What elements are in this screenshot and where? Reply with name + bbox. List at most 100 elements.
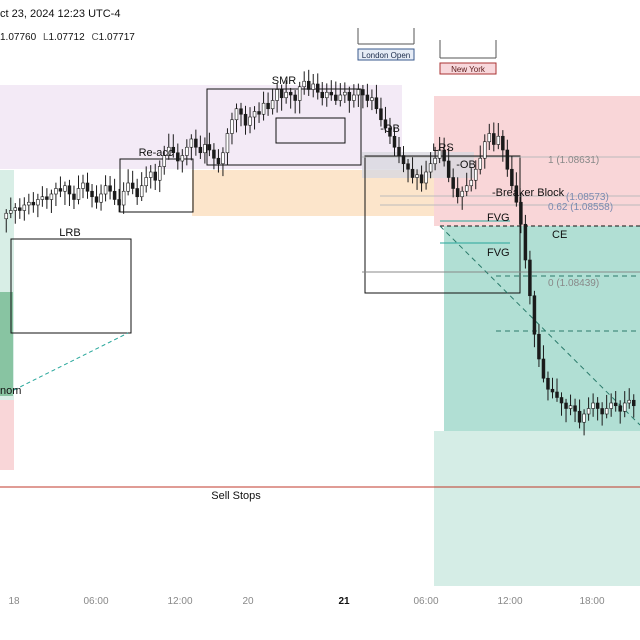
candle-body [153,171,157,181]
smr-label: SMR [272,75,297,87]
candle-body [157,166,162,181]
candle-body [514,185,519,203]
candle-body [230,119,234,134]
candle-body [586,408,591,415]
lrb-label: LRB [59,227,80,239]
candle-body [54,188,58,195]
candle-body [45,196,49,200]
sell-stops-label: Sell Stops [211,490,261,502]
low-value: 1.07712 [48,32,85,43]
candle-body [483,141,487,159]
candle-body [564,402,568,409]
x-tick-label: 06:00 [413,596,438,607]
candle-body [13,207,18,211]
lrb-box [10,238,132,334]
candle-body [428,163,433,173]
candle-body [171,146,176,154]
candle-body [85,182,90,192]
candle-body [302,80,306,88]
candle-body [406,163,410,170]
x-tick-label: 06:00 [83,596,108,607]
x-tick-label: 12:00 [497,596,522,607]
ob-mid-label: -OB [456,159,476,171]
candle-body [94,196,99,203]
candle-body [31,201,36,206]
candle-body [108,185,112,192]
candle-body [185,146,189,156]
candle-body [221,152,225,165]
candle-body [58,188,63,192]
sell-zone-left [0,400,14,470]
candle-body [130,182,135,189]
candle-body [207,144,212,151]
candle-body [361,89,365,96]
candle-body [487,133,492,143]
candle-body [257,111,261,115]
candle-body [252,111,257,118]
candle-body [437,149,442,159]
candle-body [261,102,266,115]
candle-body [306,80,311,90]
candle-body [383,119,388,129]
candle-body [451,177,455,189]
candle-body [167,146,171,156]
candle-body [225,133,230,154]
candle-body [478,157,483,170]
levels-layer [0,156,640,488]
candle-body [325,91,329,99]
candle-body [618,405,622,412]
london-open-label: London Open [362,51,411,60]
candle-body [573,405,577,412]
candle-body [189,138,194,148]
candle-body [297,86,302,101]
candle-body [532,295,537,335]
candle-body [370,97,374,101]
candle-body [270,100,275,110]
new-york-label: New York [451,65,486,74]
candle-body [379,108,383,121]
candle-body [365,94,370,101]
chart-datetime: ct 23, 2024 12:23 UTC-4 [0,8,121,20]
breaker-label: -Breaker Block [492,187,565,199]
high-value: 1.07760 [0,32,37,43]
candle-body [374,97,379,110]
candle-body [148,171,153,178]
candle-body [311,83,315,90]
candle-body [455,188,460,198]
projection-diagonal [439,225,640,426]
candle-body [144,177,148,187]
fib-mid-label: (1.08573) [566,192,609,203]
ce-label: CE [552,229,567,241]
candle-body [419,174,424,184]
left-green-strip [0,292,13,396]
candle-body [117,199,121,206]
candle-body [275,89,279,101]
fvg1-label: FVG [487,212,510,224]
candle-body [126,182,130,192]
candle-body [279,89,284,99]
candle-body [40,196,45,200]
candle-body [496,135,501,145]
candle-body [356,89,361,96]
smr-box [206,88,362,166]
candle-body [176,152,180,162]
candle-body [550,388,555,393]
candle-body [27,201,31,206]
candle-body [582,413,586,423]
candle-body [243,113,248,126]
target-zone-light [434,431,640,586]
fib-062-label: 0.62 (1.08558) [548,202,613,213]
candle-body [600,408,604,415]
candle-body [433,157,437,165]
target-zone-dark [444,226,640,431]
candle-body [18,207,22,211]
candle-body [523,223,528,261]
candle-body [234,108,239,121]
left-projection-diagonal [13,332,129,391]
candle-body [4,212,9,220]
new-york-marker [439,62,497,75]
ohlc-readout: 1.07760 L1.07712 C1.07717 [0,32,139,43]
candle-body [460,190,464,198]
close-value: 1.07717 [98,32,135,43]
